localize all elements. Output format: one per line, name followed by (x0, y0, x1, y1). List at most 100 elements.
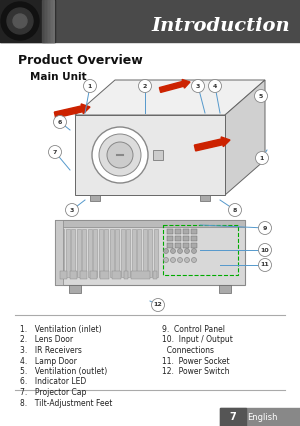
Text: 3: 3 (70, 207, 74, 213)
Bar (75, 115, 225, 195)
Circle shape (259, 222, 272, 234)
Bar (48, 0, 50, 42)
Circle shape (53, 115, 67, 129)
Text: 12: 12 (154, 302, 162, 308)
Bar (121, 229, 124, 277)
Circle shape (259, 244, 272, 256)
Text: 10.  Input / Output: 10. Input / Output (162, 336, 233, 345)
Circle shape (107, 142, 133, 168)
Text: 4. Lamp Door: 4. Lamp Door (20, 357, 77, 366)
Circle shape (259, 259, 272, 271)
Bar (65, 229, 70, 277)
Circle shape (178, 248, 182, 253)
Text: 3. IR Receivers: 3. IR Receivers (20, 346, 82, 355)
Bar (191, 243, 197, 248)
Text: 7: 7 (53, 150, 57, 155)
Bar (71, 229, 75, 277)
Circle shape (184, 248, 190, 253)
Text: 12.  Power Switch: 12. Power Switch (162, 367, 230, 376)
Circle shape (170, 248, 175, 253)
Circle shape (99, 134, 141, 176)
Bar (131, 271, 150, 279)
Circle shape (256, 152, 268, 164)
Text: 7. Projector Cap: 7. Projector Cap (20, 388, 86, 397)
Text: 5: 5 (259, 93, 263, 98)
Bar (153, 150, 163, 160)
Bar (126, 229, 130, 277)
Bar (167, 243, 173, 248)
Text: 8: 8 (233, 207, 237, 213)
Text: Main Unit: Main Unit (30, 72, 87, 82)
Bar (70, 271, 77, 279)
Circle shape (229, 204, 242, 216)
Bar (0, 0, 55, 42)
Bar (80, 271, 87, 279)
Text: 6: 6 (58, 120, 62, 124)
Bar (60, 271, 67, 279)
Text: English: English (247, 412, 277, 421)
Text: 2. Lens Door: 2. Lens Door (20, 336, 73, 345)
Bar (167, 236, 173, 241)
Bar (153, 271, 157, 279)
Bar (88, 229, 92, 277)
Circle shape (164, 257, 169, 262)
Bar (191, 229, 197, 234)
Bar (55, 220, 63, 285)
Circle shape (191, 248, 196, 253)
Bar (131, 229, 136, 277)
Text: 4: 4 (213, 83, 217, 89)
Circle shape (65, 204, 79, 216)
Bar (191, 236, 197, 241)
Bar (154, 229, 158, 277)
Bar (219, 285, 231, 293)
Bar (142, 229, 146, 277)
Bar (46, 0, 48, 42)
Circle shape (1, 2, 39, 40)
Bar (90, 271, 97, 279)
Bar (183, 229, 189, 234)
Text: 5. Ventilation (outlet): 5. Ventilation (outlet) (20, 367, 107, 376)
Circle shape (208, 80, 221, 92)
Bar (55, 220, 245, 227)
Bar (69, 285, 81, 293)
Circle shape (254, 89, 268, 103)
Bar (112, 271, 121, 279)
Text: Introduction: Introduction (152, 17, 290, 35)
Bar (0, 0, 300, 42)
Bar (148, 229, 152, 277)
Bar (45, 0, 46, 42)
Circle shape (139, 80, 152, 92)
Text: Connections: Connections (162, 346, 214, 355)
Text: 6. Indicator LED: 6. Indicator LED (20, 377, 86, 386)
Text: 11: 11 (261, 262, 269, 268)
FancyArrow shape (159, 80, 190, 92)
Bar (200, 195, 210, 201)
Circle shape (49, 146, 62, 158)
Bar (55, 220, 245, 285)
Bar (220, 408, 246, 426)
Circle shape (191, 80, 205, 92)
Bar (82, 229, 86, 277)
Circle shape (178, 257, 182, 262)
Circle shape (184, 257, 190, 262)
Text: 1: 1 (260, 155, 264, 161)
Text: 7: 7 (230, 412, 236, 422)
Bar (175, 236, 181, 241)
Bar (90, 195, 100, 201)
Bar (50, 0, 51, 42)
Bar (115, 229, 119, 277)
Bar (76, 229, 80, 277)
Text: 3: 3 (196, 83, 200, 89)
Bar (124, 271, 128, 279)
Text: 8. Tilt-Adjustment Feet: 8. Tilt-Adjustment Feet (20, 398, 112, 408)
Polygon shape (75, 80, 265, 115)
Circle shape (191, 257, 196, 262)
Text: 1: 1 (88, 83, 92, 89)
Bar (98, 229, 103, 277)
Text: 11.  Power Socket: 11. Power Socket (162, 357, 230, 366)
Text: 9.  Control Panel: 9. Control Panel (162, 325, 225, 334)
Bar (137, 229, 141, 277)
Bar (93, 229, 97, 277)
Bar (104, 229, 108, 277)
Circle shape (13, 14, 27, 28)
